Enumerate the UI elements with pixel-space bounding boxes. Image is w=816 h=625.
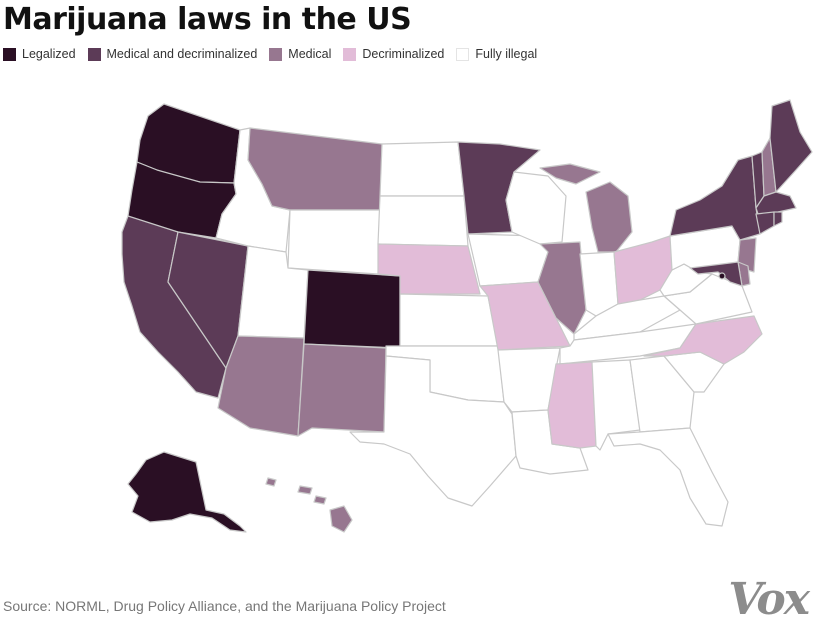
state-colorado[interactable] (303, 269, 401, 349)
legend-item-medical: Medical (269, 47, 331, 61)
state-maryland[interactable] (689, 261, 743, 287)
vox-logo: Vox (728, 574, 810, 625)
legend-swatch-fully-illegal (456, 47, 470, 61)
state-new-mexico[interactable] (297, 343, 387, 437)
state-arizona[interactable] (217, 335, 305, 437)
state-kansas[interactable] (399, 293, 499, 347)
legend-label: Fully illegal (475, 47, 538, 61)
state-georgia[interactable] (629, 355, 695, 433)
state-north-dakota[interactable] (379, 141, 465, 197)
legend: Legalized Medical and decriminalized Med… (3, 47, 549, 61)
state-rhode-island[interactable] (773, 211, 783, 227)
legend-item-fully-illegal: Fully illegal (456, 47, 537, 61)
us-map (121, 99, 813, 533)
state-wyoming[interactable] (287, 209, 381, 275)
state-wisconsin[interactable] (505, 171, 567, 245)
map-title: Marijuana laws in the US (3, 2, 412, 37)
state-alaska[interactable] (127, 451, 247, 533)
legend-item-legalized: Legalized (3, 47, 76, 61)
legend-item-decriminalized: Decriminalized (343, 47, 444, 61)
state-indiana[interactable] (579, 251, 619, 317)
state-montana[interactable] (247, 127, 383, 211)
state-illinois[interactable] (537, 241, 587, 335)
legend-label: Legalized (22, 47, 76, 61)
state-south-dakota[interactable] (377, 195, 469, 247)
state-florida[interactable] (607, 427, 729, 527)
state-texas[interactable] (349, 355, 517, 507)
legend-item-medical-decriminalized: Medical and decriminalized (87, 47, 258, 61)
state-mississippi[interactable] (547, 361, 597, 449)
state-maine[interactable] (769, 99, 813, 193)
legend-swatch-legalized (3, 47, 16, 61)
legend-swatch-medical (269, 47, 283, 61)
state-hawaii[interactable] (265, 477, 353, 533)
legend-swatch-decriminalized (343, 47, 357, 61)
legend-label: Medical and decriminalized (106, 47, 258, 61)
state-new-york[interactable] (669, 155, 761, 241)
legend-swatch-medical-decriminalized (87, 47, 101, 61)
legend-label: Medical (288, 47, 332, 61)
state-north-carolina[interactable] (643, 315, 763, 365)
source-note: Source: NORML, Drug Policy Alliance, and… (3, 598, 446, 614)
state-district-of-columbia[interactable] (718, 272, 726, 280)
legend-label: Decriminalized (362, 47, 445, 61)
state-michigan[interactable] (539, 163, 633, 253)
